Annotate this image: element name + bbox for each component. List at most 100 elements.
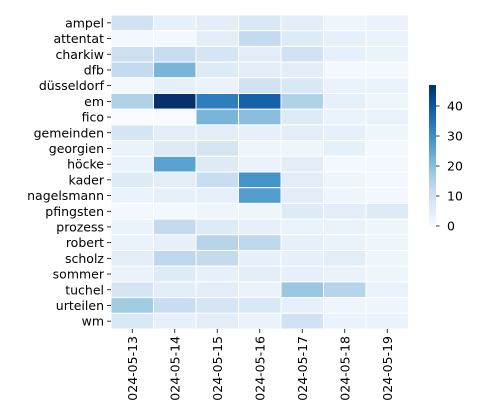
heatmap-cell	[280, 108, 324, 126]
heatmap-cell	[153, 250, 197, 267]
heatmap-cell	[195, 187, 239, 204]
heatmap-cell	[280, 202, 324, 220]
heatmap-cell	[110, 202, 154, 220]
heatmap-cell	[110, 265, 154, 283]
heatmap-cell	[195, 250, 239, 267]
heatmap-cell	[238, 124, 282, 142]
heatmap-cell	[323, 45, 367, 63]
heatmap-cell	[238, 265, 282, 283]
heatmap-cell	[153, 30, 197, 47]
x-tick-label: 2024-05-19	[380, 336, 395, 400]
heatmap-cell	[110, 234, 154, 252]
heatmap-cell	[110, 124, 154, 142]
heatmap-cell	[238, 218, 282, 236]
heatmap-cell	[365, 30, 409, 47]
y-tick-label: sommer	[53, 267, 105, 282]
heatmap-cell	[238, 77, 282, 95]
y-tick-label: dfb	[84, 62, 104, 77]
heatmap-cell	[280, 218, 324, 236]
heatmap-cell	[365, 281, 409, 299]
colorbar-tick-label: 30	[447, 129, 463, 144]
heatmap-cell	[153, 140, 197, 157]
heatmap-cell	[110, 93, 154, 110]
heatmap-cell	[153, 45, 197, 63]
heatmap-cell	[365, 77, 409, 95]
heatmap-cell	[153, 234, 197, 252]
colorbar	[429, 85, 436, 226]
y-tick-label: fico	[82, 110, 104, 125]
heatmap-cell	[110, 312, 154, 330]
colorbar-tick-label: 40	[447, 99, 463, 114]
y-tick-label: gemeinden	[34, 125, 104, 140]
heatmap-cell	[110, 171, 154, 189]
heatmap-cell	[153, 312, 197, 330]
heatmap-cell	[323, 250, 367, 267]
heatmap-cell	[153, 124, 197, 142]
y-tick-label: prozess	[56, 219, 104, 234]
y-tick-label: robert	[66, 235, 104, 250]
heatmap-cell	[238, 155, 282, 173]
heatmap-cell	[153, 155, 197, 173]
heatmap-cell	[280, 124, 324, 142]
heatmap-cell	[280, 234, 324, 252]
y-tick-label: charkiw	[55, 47, 104, 62]
heatmap-cell	[323, 124, 367, 142]
heatmap-cell	[195, 14, 239, 32]
y-tick-label: düsseldorf	[39, 78, 105, 93]
heatmap-cell	[238, 45, 282, 63]
heatmap-cell	[280, 77, 324, 95]
heatmap-cell	[238, 187, 282, 204]
heatmap-cell	[238, 202, 282, 220]
heatmap-cell	[365, 202, 409, 220]
heatmap-cell	[280, 281, 324, 299]
heatmap-cell	[280, 61, 324, 79]
heatmap-cell	[238, 108, 282, 126]
x-tick-label: 2024-05-13	[125, 336, 140, 400]
heatmap-cell	[323, 93, 367, 110]
heatmap-cell	[195, 155, 239, 173]
heatmap-cell	[153, 187, 197, 204]
heatmap-cell	[195, 30, 239, 47]
heatmap-cell	[280, 30, 324, 47]
heatmap-cell	[153, 171, 197, 189]
y-tick-label: attentat	[53, 31, 104, 46]
heatmap-cell	[195, 218, 239, 236]
heatmap-cell	[323, 140, 367, 157]
y-tick-label: urteilen	[56, 298, 104, 313]
heatmap-cell	[323, 281, 367, 299]
heatmap-cell	[365, 140, 409, 157]
heatmap-cell	[153, 93, 197, 110]
heatmap-cell	[323, 108, 367, 126]
heatmap-cell	[153, 218, 197, 236]
colorbar-tick-label: 10	[447, 189, 463, 204]
x-tick-label: 2024-05-18	[337, 336, 352, 400]
y-tick-label: georgien	[49, 141, 104, 156]
heatmap-cell	[365, 297, 409, 314]
heatmap-cell	[195, 234, 239, 252]
heatmap-cell	[110, 155, 154, 173]
colorbar-tick-label: 0	[447, 219, 455, 234]
y-tick-label: em	[84, 94, 104, 109]
heatmap-cell	[323, 312, 367, 330]
heatmap-cell	[323, 14, 367, 32]
heatmap-cell	[280, 155, 324, 173]
heatmap-cell	[238, 312, 282, 330]
heatmap-cell	[280, 265, 324, 283]
heatmap-cell	[195, 281, 239, 299]
heatmap-cell	[365, 218, 409, 236]
heatmap-cell	[195, 45, 239, 63]
heatmap-cell	[110, 281, 154, 299]
heatmap-cell	[365, 155, 409, 173]
heatmap-cell	[280, 297, 324, 314]
heatmap-cell	[280, 140, 324, 157]
heatmap-cell	[323, 155, 367, 173]
heatmap-cell	[195, 312, 239, 330]
heatmap-cell	[195, 124, 239, 142]
heatmap-cell	[365, 265, 409, 283]
heatmap-cell	[280, 14, 324, 32]
heatmap-cell	[323, 187, 367, 204]
y-tick-label: tuchel	[65, 282, 104, 297]
heatmap-cell	[365, 124, 409, 142]
